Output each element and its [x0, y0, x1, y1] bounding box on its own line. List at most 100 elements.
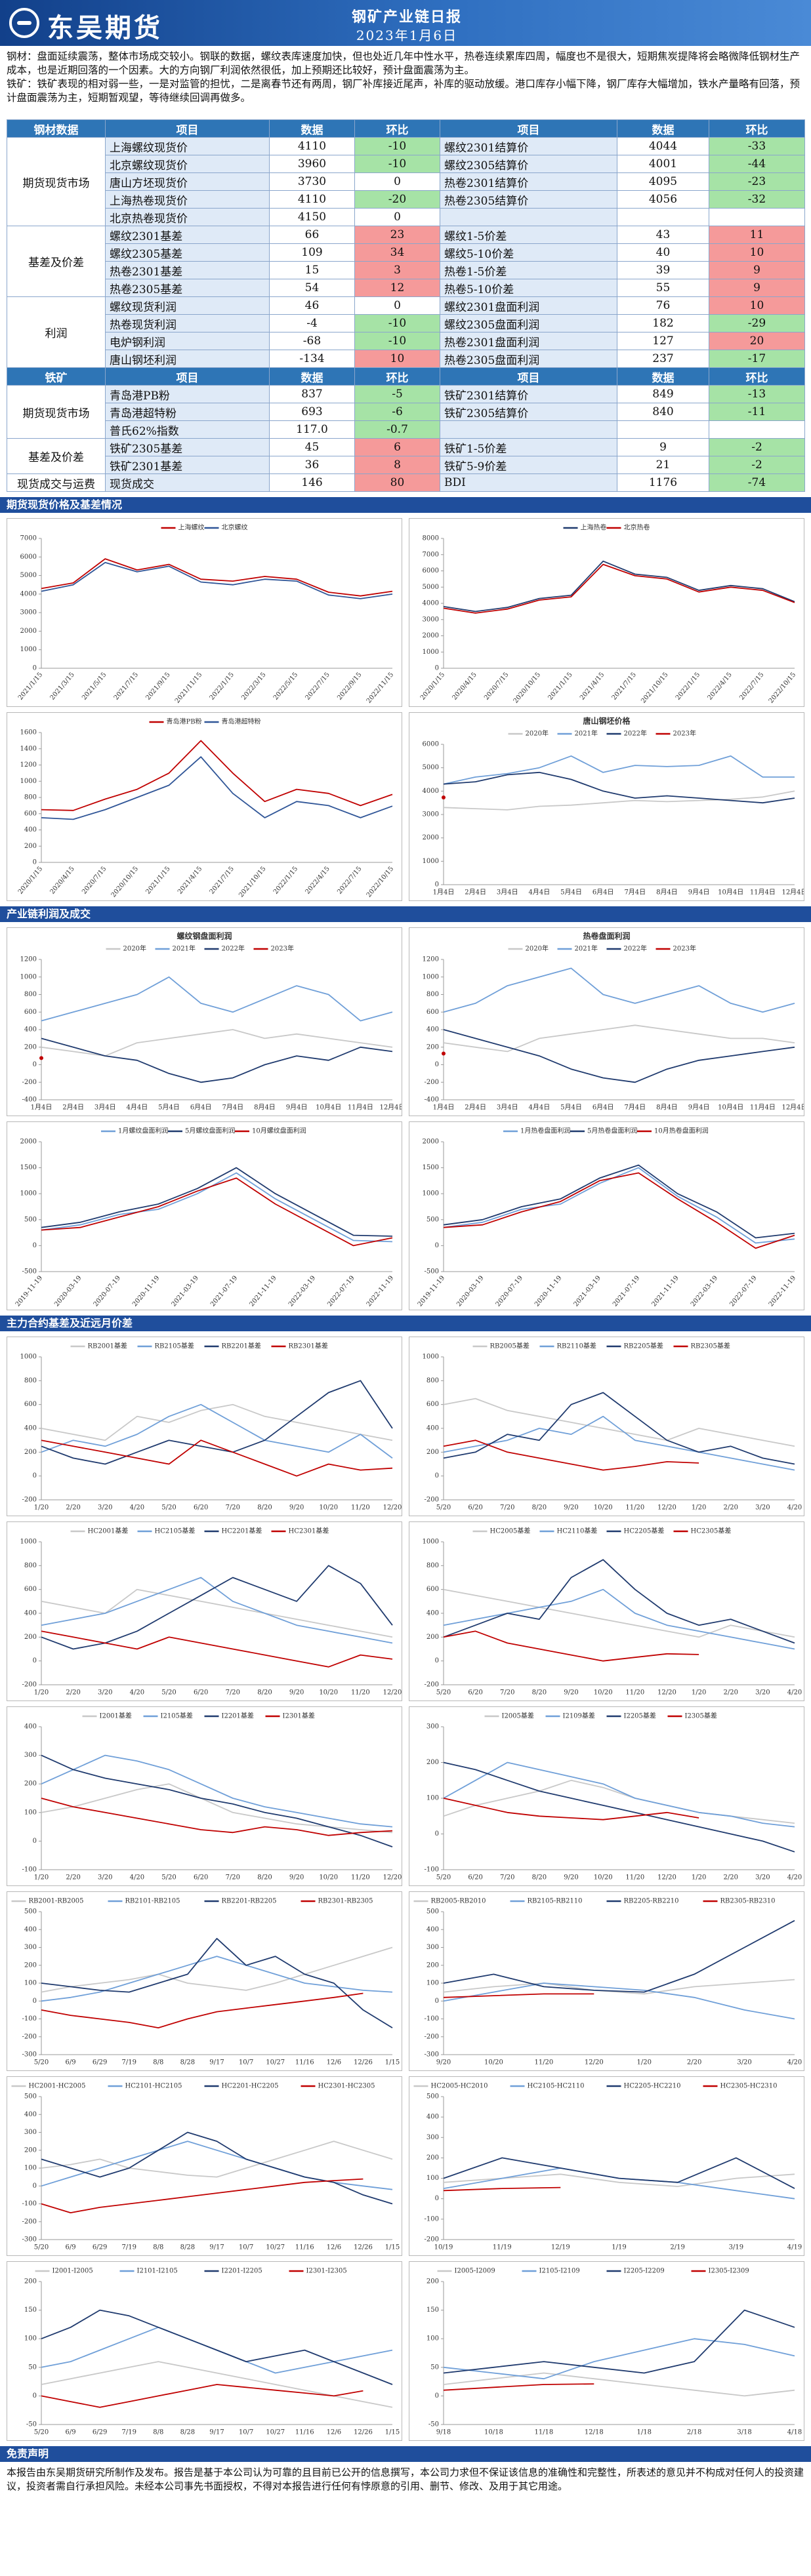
- item-cell: 螺纹2301结算价: [440, 137, 617, 155]
- x-tick-label: 7/20: [226, 1874, 240, 1882]
- change-cell: 0: [354, 208, 440, 226]
- disclaimer-title: 免责声明: [0, 2446, 811, 2462]
- item-cell: 螺纹现货利润: [105, 296, 270, 315]
- series-line: [443, 2173, 795, 2187]
- y-tick-label: 200: [24, 1962, 37, 1969]
- empty-cell: [440, 420, 617, 439]
- y-tick-label: 600: [24, 810, 37, 817]
- data-point: [442, 795, 446, 799]
- change-cell: 10: [354, 350, 440, 368]
- series-line: [443, 1029, 795, 1083]
- x-tick-label: 2/19: [670, 2244, 684, 2251]
- change-cell: 8: [354, 456, 440, 474]
- x-tick-label: 6/20: [468, 1874, 482, 1882]
- series-line: [443, 1979, 795, 1995]
- chart-panel: 螺纹钢盘面利润 2020年 2021年 2022年 2023年 -400 -200 0 200 4…: [7, 927, 402, 1116]
- x-tick-label: 2/20: [66, 1874, 80, 1882]
- x-tick-label: 2月4日: [62, 1104, 84, 1112]
- series-line: [443, 560, 795, 613]
- x-tick-label: 8月4日: [254, 1104, 276, 1112]
- x-tick-label: 2020-11-19: [131, 1274, 161, 1308]
- y-tick-label: 800: [426, 1562, 439, 1569]
- y-tick-label: 300: [24, 1944, 37, 1951]
- y-tick-label: 0: [435, 1242, 439, 1249]
- series-line: [41, 1992, 364, 2028]
- chart-panel: 热卷盘面利润 2020年 2021年 2022年 2023年 -400 -200 0 200 40…: [409, 927, 804, 1116]
- x-tick-label: 8/28: [180, 2059, 195, 2066]
- series-line: [443, 1439, 699, 1471]
- y-tick-label: 0: [435, 2195, 439, 2202]
- chart: 唐山钢坯价格 2020年 2021年 2022年 2023年 0 1000 2000 3000 4…: [423, 716, 804, 896]
- x-tick-label: 6/29: [93, 2059, 107, 2066]
- value-cell: 46: [269, 296, 355, 315]
- y-tick-label: -200: [22, 2033, 37, 2040]
- y-tick-label: 1600: [20, 729, 37, 736]
- item-cell: 铁矿1-5价差: [440, 438, 617, 456]
- y-tick-label: 2000: [20, 628, 37, 635]
- series-line: [41, 1565, 393, 1650]
- y-tick-label: 1200: [20, 956, 37, 963]
- y-tick-label: 300: [24, 2129, 37, 2136]
- x-tick-label: 4/18: [787, 2429, 802, 2436]
- x-tick-label: 1/18: [636, 2429, 651, 2436]
- item-cell: 螺纹5-10价差: [440, 243, 617, 262]
- legend-label: HC2205-HC2210: [624, 2083, 681, 2090]
- x-tick-label: 10/20: [484, 2059, 503, 2066]
- x-tick-label: 2019-11-19: [14, 1274, 44, 1308]
- legend-label: 青岛港超特粉: [222, 717, 261, 726]
- y-tick-label: 200: [24, 1043, 37, 1051]
- series-line: [41, 2178, 364, 2213]
- x-tick-label: 2022/4/15: [707, 671, 734, 701]
- x-tick-label: 2021/3/15: [49, 671, 75, 701]
- value-cell: 55: [617, 279, 709, 297]
- y-tick-label: 400: [426, 1425, 439, 1432]
- chart-panel: 1月热卷盘面利润 5月热卷盘面利润 10月热卷盘面利润 -500 0 500 1000 150…: [409, 1121, 804, 1310]
- legend-label: I2305基差: [685, 1712, 717, 1720]
- item-cell: 铁矿5-9价差: [440, 456, 617, 474]
- x-tick-label: 10/7: [239, 2244, 253, 2251]
- x-tick-label: 10/20: [594, 1874, 613, 1882]
- x-tick-label: 4月4日: [529, 889, 551, 896]
- series-line: [41, 1037, 393, 1083]
- y-tick-label: 100: [426, 2175, 439, 2182]
- x-tick-label: 2021/9/15: [144, 671, 171, 701]
- series-line: [443, 755, 795, 785]
- series-line: [41, 2131, 393, 2205]
- legend-label: 2020年: [526, 944, 549, 953]
- item-cell: 铁矿2301结算价: [440, 385, 617, 403]
- legend-label: I2001基差: [100, 1712, 132, 1720]
- x-tick-label: 3/20: [755, 1504, 770, 1512]
- x-tick-label: 2020/7/15: [81, 865, 108, 895]
- chart: I2005-I2009 I2105-I2109 I2205-I2209 I2305-I…: [426, 2268, 802, 2436]
- y-tick-label: 7000: [423, 551, 439, 558]
- y-tick-label: 50: [28, 2364, 37, 2371]
- item-cell: 青岛港PB粉: [105, 385, 270, 403]
- chart-panel: HC2001-HC2005 HC2101-HC2105 HC2201-HC2205 H…: [7, 2076, 402, 2256]
- chart: RB2001基差 RB2105基差 RB2201基差 RB2301基差 -200 0 200…: [20, 1342, 402, 1512]
- y-tick-label: 1200: [20, 761, 37, 769]
- x-tick-label: 2月4日: [465, 1104, 486, 1112]
- y-tick-label: 800: [24, 1377, 37, 1384]
- legend-label: RB2205基差: [624, 1342, 663, 1350]
- value-cell: 45: [269, 438, 355, 456]
- x-tick-label: 2021/5/15: [81, 671, 108, 701]
- y-tick-label: 1000: [20, 646, 37, 653]
- y-tick-label: 0: [33, 2392, 37, 2400]
- column-header: 数据: [269, 119, 355, 138]
- x-tick-label: 8/20: [532, 1689, 547, 1697]
- x-tick-label: 6/29: [93, 2429, 107, 2436]
- x-tick-label: 11/16: [295, 2429, 314, 2436]
- x-tick-label: 11/20: [625, 1504, 644, 1512]
- y-tick-label: 8000: [423, 535, 439, 542]
- y-tick-label: 200: [426, 1962, 439, 1969]
- y-tick-label: 0: [33, 2183, 37, 2190]
- y-tick-label: 0: [435, 1657, 439, 1664]
- value-cell: 4095: [617, 172, 709, 191]
- x-tick-label: 8/20: [532, 1874, 547, 1882]
- series-line: [443, 2372, 795, 2397]
- x-tick-label: 5/20: [436, 1504, 451, 1512]
- change-cell: -10: [354, 314, 440, 332]
- x-tick-label: 3/20: [755, 1874, 770, 1882]
- value-cell: 237: [617, 350, 709, 368]
- series-line: [443, 1779, 795, 1824]
